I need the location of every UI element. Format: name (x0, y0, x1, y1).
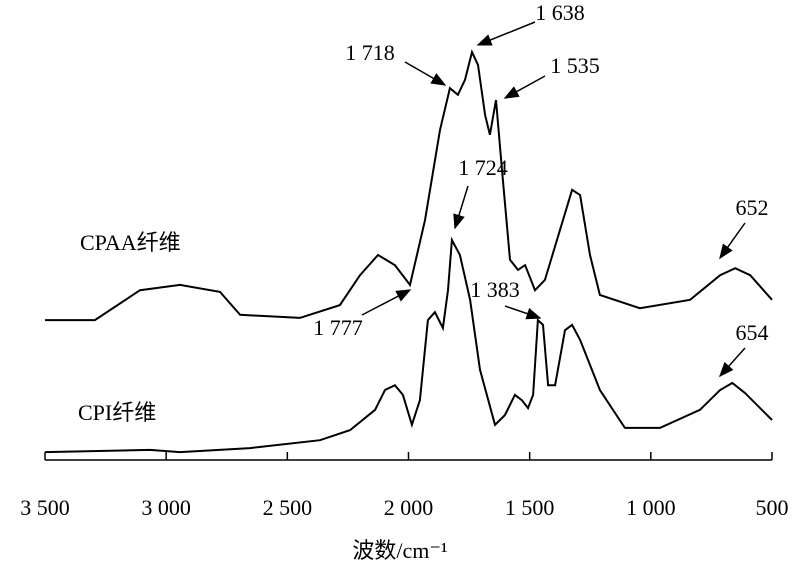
x-tick-label: 3 500 (20, 495, 70, 520)
annotation-arrow (404, 61, 447, 86)
spectrum-line (44, 236, 773, 454)
spectrum-line (45, 49, 773, 322)
annotation-arrow (719, 347, 746, 378)
annotation: 1 718 (345, 40, 395, 65)
annotation: 1 383 (470, 277, 520, 302)
series-label: CPAA纤维 (80, 230, 181, 255)
annotation: 654 (736, 320, 769, 345)
x-tick-label: 1 000 (626, 495, 676, 520)
x-axis-label: 波数/cm⁻¹ (352, 538, 447, 563)
annotation-arrow (504, 305, 542, 320)
x-tick-label: 2 500 (263, 495, 313, 520)
x-tick-label: 1 500 (505, 495, 555, 520)
annotation: 1 777 (313, 315, 363, 340)
annotation-arrow (361, 289, 412, 316)
series-label: CPI纤维 (78, 400, 156, 425)
annotation: 1 724 (458, 155, 508, 180)
annotation-arrow (503, 75, 546, 99)
annotation-arrow (453, 185, 469, 230)
annotation-arrow (719, 222, 746, 260)
annotation-arrow (476, 21, 536, 46)
x-tick-label: 3 000 (141, 495, 191, 520)
annotation: 1 535 (550, 53, 600, 78)
x-tick-label: 500 (756, 495, 789, 520)
annotation: 652 (736, 195, 769, 220)
annotation: 1 638 (535, 0, 585, 25)
x-tick-label: 2 000 (384, 495, 434, 520)
